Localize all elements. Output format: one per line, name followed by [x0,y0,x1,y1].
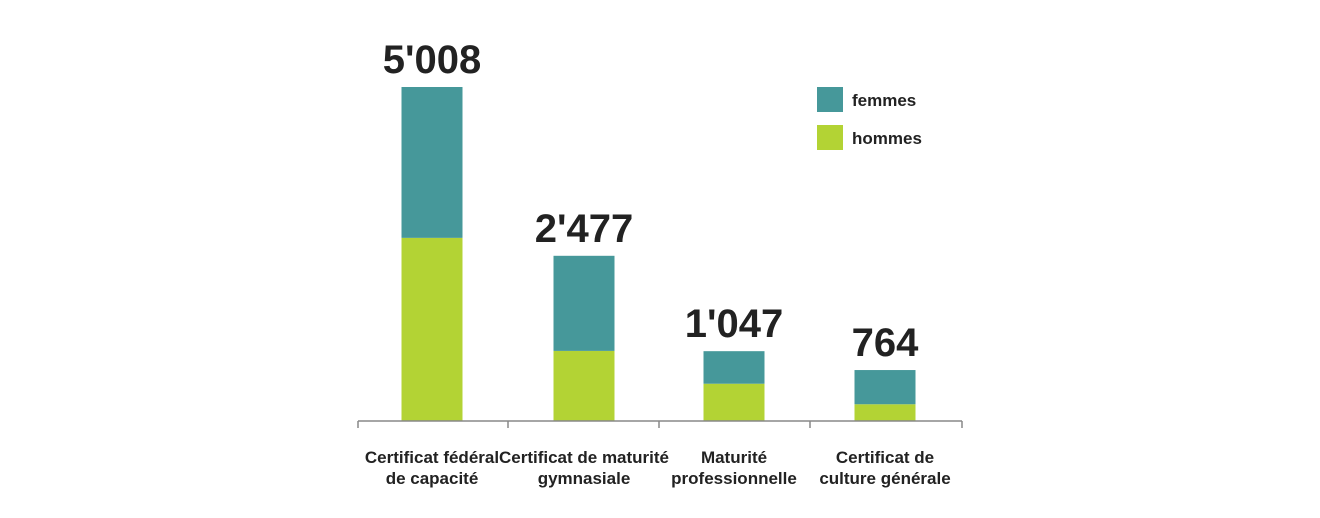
legend-swatch-hommes [817,125,843,150]
category-label-1: Certificat de maturité gymnasiale [499,448,669,488]
bar-hommes-0 [401,237,463,421]
category-label-2: Maturité professionnelle [671,448,797,488]
x-axis [357,420,963,428]
bar-femmes-0 [401,87,463,238]
bar-femmes-3 [854,370,916,405]
legend-label-hommes: hommes [852,129,922,148]
bar-femmes-1 [553,255,615,351]
total-label-2: 1'047 [685,302,784,346]
total-label-0: 5'008 [383,38,482,82]
category-label-0: Certificat fédéral de capacité [365,448,499,488]
total-label-1: 2'477 [535,207,634,251]
legend-swatch-femmes [817,87,843,112]
bar-femmes-2 [703,351,765,384]
category-label-3: Certificat de culture générale [819,448,950,488]
bar-hommes-2 [703,383,765,421]
legend-label-femmes: femmes [852,91,916,110]
total-label-3: 764 [852,321,919,365]
bars-layer [401,87,916,421]
legend: femmes hommes [817,87,922,150]
labels-layer: 5'008 Certificat fédéral de capacité 2'477 C… [365,38,951,488]
bar-hommes-1 [553,350,615,421]
bar-hommes-3 [854,404,916,421]
